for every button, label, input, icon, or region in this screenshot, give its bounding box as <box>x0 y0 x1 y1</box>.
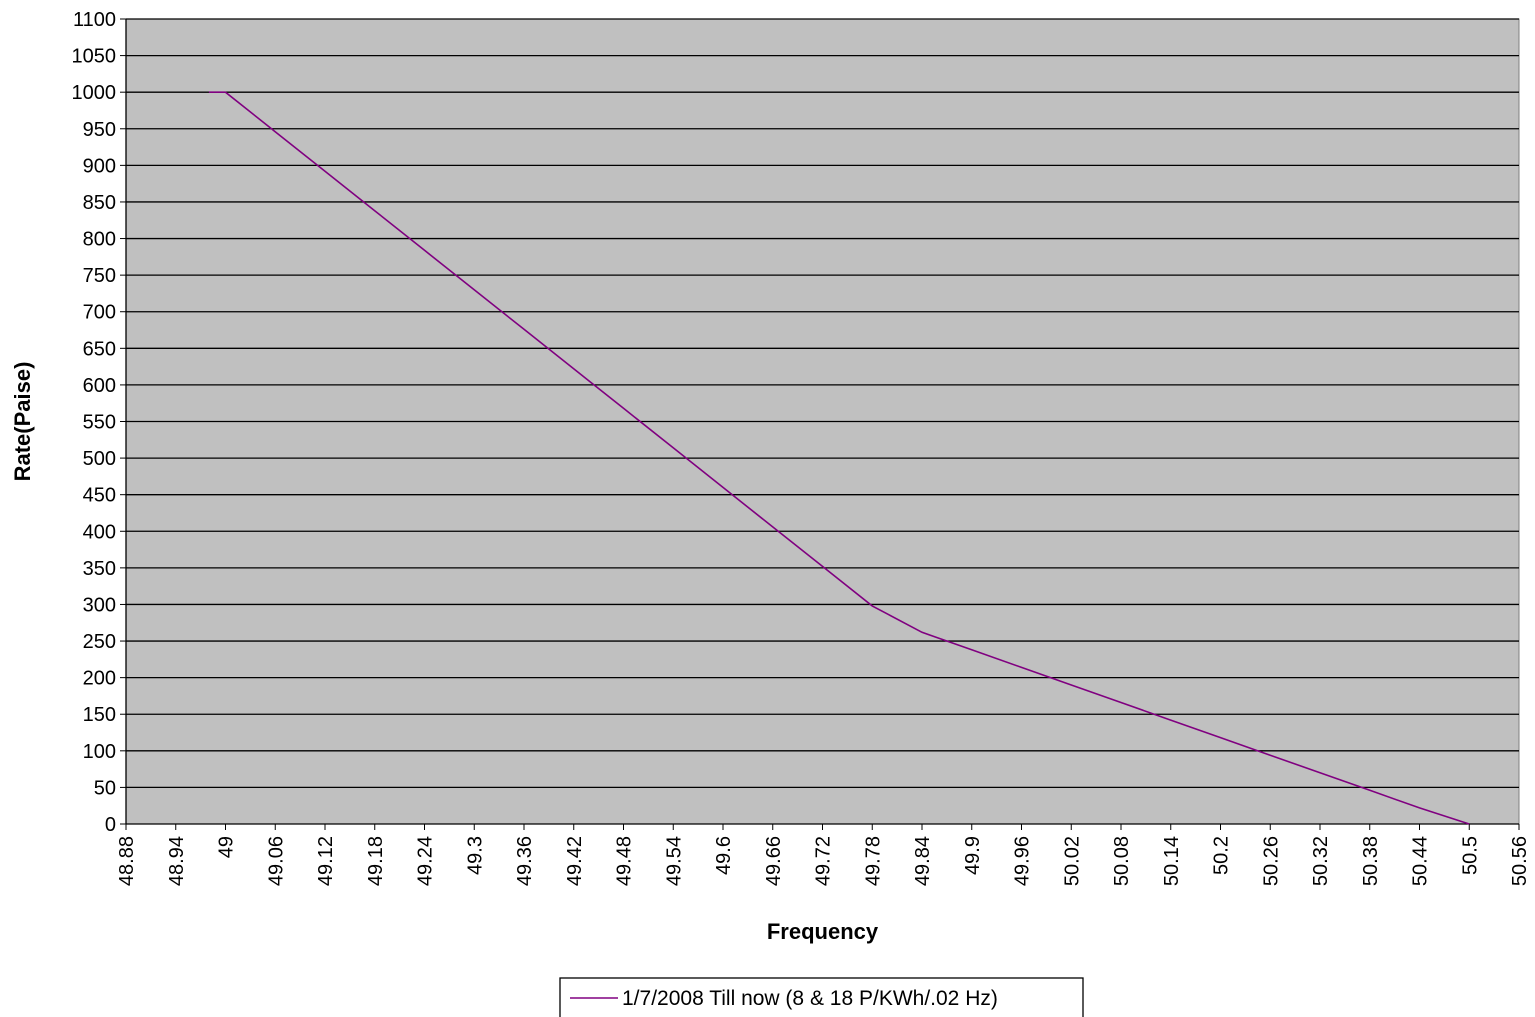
x-tick-label: 50.26 <box>1260 836 1282 886</box>
y-tick-label: 700 <box>83 302 116 324</box>
y-tick-label: 50 <box>94 777 116 799</box>
y-tick-label: 900 <box>83 155 116 177</box>
x-tick-label: 50.2 <box>1211 836 1233 875</box>
x-tick-label: 50.02 <box>1061 836 1083 886</box>
x-tick-label: 50.14 <box>1161 836 1183 886</box>
x-tick-label: 49.12 <box>315 836 337 886</box>
x-tick-label: 49.72 <box>813 836 835 886</box>
y-tick-label: 1100 <box>73 9 116 31</box>
legend: 1/7/2008 Till now (8 & 18 P/KWh/.02 Hz) <box>559 977 1084 1017</box>
y-tick-label: 400 <box>83 521 116 543</box>
x-tick-label: 49 <box>216 836 238 858</box>
x-tick-label: 49.9 <box>962 836 984 875</box>
x-tick-label: 50.44 <box>1410 836 1432 886</box>
y-tick-label: 750 <box>83 265 116 287</box>
x-tick-label: 50.38 <box>1360 836 1382 886</box>
y-tick-label: 0 <box>105 814 116 836</box>
y-tick-label: 650 <box>83 338 116 360</box>
series-line <box>208 91 1470 825</box>
x-tick-label: 49.48 <box>614 836 636 886</box>
y-tick-label: 350 <box>83 558 116 580</box>
x-tick-label: 50.56 <box>1509 836 1531 886</box>
y-tick-label: 100 <box>83 741 116 763</box>
x-tick-label: 49.66 <box>763 836 785 886</box>
y-axis-ticks: 0 50 100 150 200 250 300 350 400 450 500 550 600 650 7… <box>72 9 126 836</box>
x-tick-label: 49.84 <box>912 836 934 886</box>
x-tick-label: 49.06 <box>265 836 287 886</box>
x-tick-label: 50.08 <box>1111 836 1133 886</box>
x-tick-label: 49.54 <box>663 836 685 886</box>
gridlines <box>126 18 1519 789</box>
y-tick-label: 450 <box>83 485 116 507</box>
y-tick-label: 950 <box>83 119 116 141</box>
x-tick-label: 50.5 <box>1459 836 1481 875</box>
x-axis-title: Frequency <box>767 919 879 944</box>
legend-box <box>559 977 1084 1017</box>
x-tick-label: 48.94 <box>166 836 188 886</box>
x-tick-label: 49.3 <box>464 836 486 875</box>
x-tick-label: 48.88 <box>116 836 138 886</box>
y-tick-label: 1050 <box>72 46 117 68</box>
y-tick-label: 550 <box>83 412 116 434</box>
x-tick-label: 50.32 <box>1310 836 1332 886</box>
y-tick-label: 300 <box>83 594 116 616</box>
x-axis-ticks: 48.88 48.94 49 49.06 49.12 49.18 49.24 49.3 49.3… <box>116 824 1531 886</box>
y-tick-label: 200 <box>83 668 116 690</box>
x-tick-label: 49.24 <box>415 836 437 886</box>
legend-label: 1/7/2008 Till now (8 & 18 P/KWh/.02 Hz) <box>622 987 998 1010</box>
y-tick-label: 150 <box>83 704 116 726</box>
y-tick-label: 850 <box>83 192 116 214</box>
y-tick-label: 1000 <box>72 82 117 104</box>
series-layer <box>208 91 1470 825</box>
y-tick-label: 500 <box>83 448 116 470</box>
x-tick-label: 49.36 <box>514 836 536 886</box>
y-tick-label: 800 <box>83 229 116 251</box>
x-tick-label: 49.96 <box>1012 836 1034 886</box>
x-tick-label: 49.6 <box>713 836 735 875</box>
y-axis-title: Rate(Paise) <box>10 362 35 482</box>
x-tick-label: 49.78 <box>862 836 884 886</box>
y-tick-label: 250 <box>83 631 116 653</box>
x-tick-label: 49.42 <box>564 836 586 886</box>
y-tick-label: 600 <box>83 375 116 397</box>
x-tick-label: 49.18 <box>365 836 387 886</box>
